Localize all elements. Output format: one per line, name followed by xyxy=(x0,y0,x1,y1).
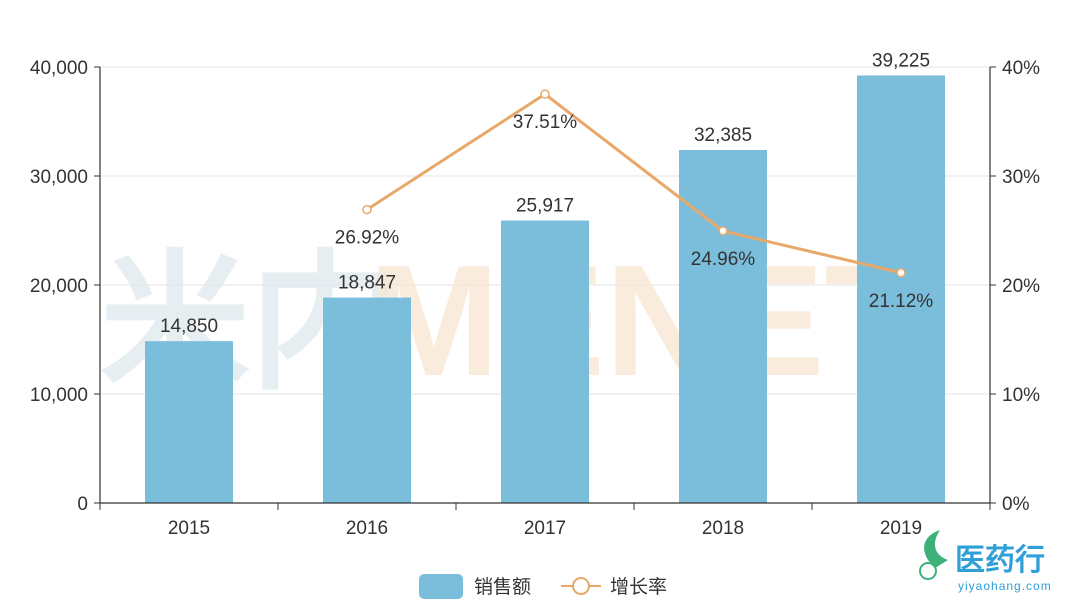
y-right-tick-label: 40% xyxy=(1002,58,1040,79)
axes: 0 10,000 20,000 30,000 40,000 0% 10% 20% 30% 40% 2… xyxy=(30,58,1040,539)
y-left-tick-label: 20,000 xyxy=(30,276,88,297)
x-tick-label: 2016 xyxy=(346,518,388,539)
bar-label-2017: 25,917 xyxy=(516,196,574,217)
y-left-tick-label: 30,000 xyxy=(30,167,88,188)
bar-2017 xyxy=(501,220,589,503)
bars xyxy=(145,75,945,504)
x-tick-label: 2017 xyxy=(524,518,566,539)
growth-line xyxy=(362,89,906,278)
logo-leaf-icon xyxy=(924,530,948,568)
growth-point-2017 xyxy=(540,89,550,99)
logo-url: yiyaohang.com xyxy=(958,579,1052,593)
legend-marker-growth[interactable] xyxy=(572,577,590,595)
y-left-tick-label: 0 xyxy=(77,494,88,515)
y-left-tick-label: 10,000 xyxy=(30,385,88,406)
legend-label-sales[interactable]: 销售额 xyxy=(474,576,531,598)
site-logo: 医药行 yiyaohang.com xyxy=(919,530,1052,593)
y-right-tick-label: 10% xyxy=(1002,385,1040,406)
data-labels: 14,850 18,847 25,917 32,385 39,225 26.92% 37.5… xyxy=(160,50,933,337)
bar-label-2016: 18,847 xyxy=(338,273,396,294)
y-right-tick-label: 0% xyxy=(1002,494,1030,515)
y-left-tick-label: 40,000 xyxy=(30,58,88,79)
legend-label-growth[interactable]: 增长率 xyxy=(610,576,667,598)
x-tick-label: 2018 xyxy=(702,518,744,539)
y-right-tick-label: 30% xyxy=(1002,167,1040,188)
watermark: 米内 MENET xyxy=(100,233,921,411)
x-tick-label: 2019 xyxy=(880,518,922,539)
growth-polyline xyxy=(366,92,902,275)
growth-label-2017: 37.51% xyxy=(513,112,578,133)
bar-2018 xyxy=(679,150,767,504)
watermark-en: MENET xyxy=(368,233,921,409)
bar-2019 xyxy=(857,75,945,503)
growth-point-2018 xyxy=(718,226,728,236)
growth-label-2018: 24.96% xyxy=(691,249,756,270)
bar-2016 xyxy=(323,297,411,503)
bar-label-2018: 32,385 xyxy=(694,125,752,146)
growth-label-2016: 26.92% xyxy=(335,228,400,249)
legend: 销售额 增长率 xyxy=(419,574,667,599)
growth-label-2019: 21.12% xyxy=(869,291,934,312)
legend-swatch-sales[interactable] xyxy=(419,574,463,599)
bar-label-2015: 14,850 xyxy=(160,316,218,337)
logo-name: 医药行 xyxy=(955,543,1045,578)
bar-2015 xyxy=(145,341,233,503)
growth-point-2016 xyxy=(362,204,372,215)
bar-label-2019: 39,225 xyxy=(872,50,930,71)
y-right-tick-label: 20% xyxy=(1002,276,1040,297)
logo-ring-icon xyxy=(919,562,937,580)
x-tick-label: 2015 xyxy=(168,518,210,539)
growth-point-2019 xyxy=(896,268,906,278)
